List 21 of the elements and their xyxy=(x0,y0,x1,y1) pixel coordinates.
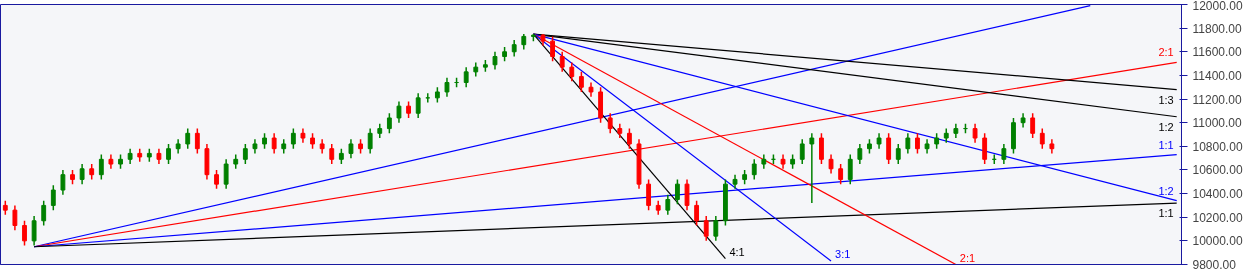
y-tick-label: 12000.00 xyxy=(1192,0,1243,13)
series-label: 1:3 xyxy=(1158,93,1174,106)
y-tick-label: 11000.00 xyxy=(1192,116,1242,131)
y-tick-label: 10800.00 xyxy=(1192,139,1243,154)
series-label: 1:1 xyxy=(1158,207,1174,220)
series-label: 1:1 xyxy=(1158,138,1174,151)
y-tick-label: 11400.00 xyxy=(1192,68,1242,83)
series-label: 1:2 xyxy=(1158,120,1174,133)
y-tick-label: 10600.00 xyxy=(1192,163,1243,178)
y-tick-label: 9800.00 xyxy=(1192,258,1237,270)
y-tick-label: 11600.00 xyxy=(1192,45,1242,60)
series-label: 4:1 xyxy=(729,245,745,258)
series-label: 2:1 xyxy=(959,251,976,264)
series-label: 2:1 xyxy=(1158,46,1174,59)
y-tick-label: 10000.00 xyxy=(1192,234,1243,249)
y-tick-label: 11800.00 xyxy=(1192,21,1242,36)
series-label: 3:1 xyxy=(835,247,851,260)
y-tick-label: 11200.00 xyxy=(1192,92,1242,107)
y-tick-label: 10200.00 xyxy=(1192,210,1243,225)
y-tick-label: 10400.00 xyxy=(1192,187,1243,202)
series-label: 1:2 xyxy=(1158,184,1174,197)
